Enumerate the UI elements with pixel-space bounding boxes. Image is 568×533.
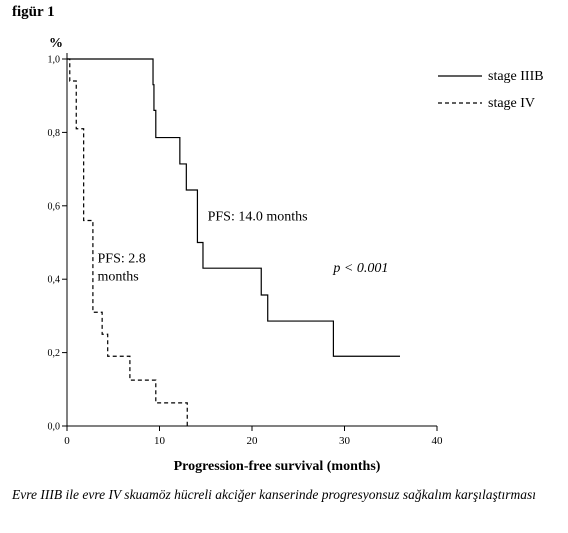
chart-axes: 0,0 0,2 0,4 0,6 0,8 1,0 0 10 20 30 40% Progression-… xyxy=(48,36,444,474)
x-tick-label: 30 xyxy=(339,435,351,447)
y-tick-label: 1,0 xyxy=(48,55,61,66)
y-tick-label: 0,8 xyxy=(48,128,61,139)
annotation-p-value: p < 0.001 xyxy=(332,261,388,276)
annotation-line: PFS: 14.0 months xyxy=(208,209,308,224)
legend-label: stage IV xyxy=(488,96,535,111)
y-tick-label: 0,4 xyxy=(48,275,61,286)
annotation-line: months xyxy=(98,270,139,285)
chart-series xyxy=(67,58,400,426)
y-axis-label: % xyxy=(49,36,63,51)
y-tick-label: 0,6 xyxy=(48,201,61,212)
legend-label: stage IIIB xyxy=(488,69,544,84)
annotation-pfs-iv: PFS: 2.8 months xyxy=(98,252,146,285)
annotation-line: PFS: 2.8 xyxy=(98,252,146,267)
figure-label: figür 1 xyxy=(12,4,55,20)
y-tick-label: 0,2 xyxy=(48,348,61,359)
series-line-stage-iv xyxy=(67,58,188,426)
figure-caption: Evre IIIB ile evre IV skuamöz hücreli ak… xyxy=(12,487,537,502)
chart-annotations: PFS: 14.0 months PFS: 2.8 months p < 0.001 xyxy=(98,209,389,284)
x-tick-label: 10 xyxy=(154,435,166,447)
x-tick-label: 40 xyxy=(432,435,444,447)
series-line-stage-iiib xyxy=(67,58,400,357)
x-tick-label: 0 xyxy=(64,435,70,447)
annotation-line: p < 0.001 xyxy=(332,261,388,276)
chart-legend: stage IIIB stage IV xyxy=(438,69,544,111)
x-axis-label: Progression-free survival (months) xyxy=(174,459,381,474)
km-chart: 0,0 0,2 0,4 0,6 0,8 1,0 0 10 20 30 40% Progression-… xyxy=(48,36,544,474)
x-tick-label: 20 xyxy=(247,435,259,447)
y-tick-label: 0,0 xyxy=(48,422,61,433)
annotation-pfs-iiib: PFS: 14.0 months xyxy=(208,209,308,224)
